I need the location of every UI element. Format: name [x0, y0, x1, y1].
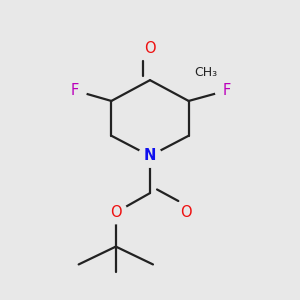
Circle shape: [174, 201, 197, 224]
Text: F: F: [223, 83, 231, 98]
Text: O: O: [180, 205, 191, 220]
Circle shape: [64, 79, 86, 102]
Text: O: O: [144, 41, 156, 56]
Text: N: N: [144, 148, 156, 164]
Circle shape: [139, 38, 161, 60]
Text: F: F: [71, 83, 79, 98]
Circle shape: [215, 79, 238, 102]
Text: CH₃: CH₃: [194, 66, 217, 79]
Text: O: O: [110, 205, 122, 220]
Circle shape: [139, 145, 161, 167]
Circle shape: [104, 201, 127, 224]
